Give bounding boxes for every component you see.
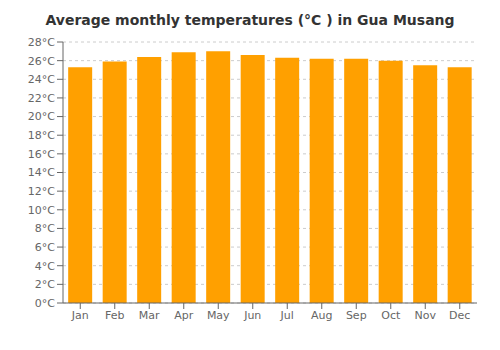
- svg-text:0°C: 0°C: [35, 297, 55, 310]
- svg-text:12°C: 12°C: [28, 185, 55, 198]
- svg-text:Apr: Apr: [174, 309, 194, 322]
- svg-text:24°C: 24°C: [28, 73, 55, 86]
- svg-text:10°C: 10°C: [28, 204, 55, 217]
- svg-text:4°C: 4°C: [35, 260, 55, 273]
- svg-text:Dec: Dec: [449, 309, 470, 322]
- svg-text:18°C: 18°C: [28, 129, 55, 142]
- svg-text:2°C: 2°C: [35, 278, 55, 291]
- svg-text:Feb: Feb: [105, 309, 124, 322]
- svg-text:22°C: 22°C: [28, 92, 55, 105]
- svg-text:Oct: Oct: [381, 309, 401, 322]
- svg-text:28°C: 28°C: [28, 36, 55, 49]
- svg-text:Jan: Jan: [71, 309, 89, 322]
- svg-text:Jul: Jul: [280, 309, 294, 322]
- svg-text:Mar: Mar: [139, 309, 160, 322]
- svg-text:6°C: 6°C: [35, 241, 55, 254]
- svg-text:Nov: Nov: [415, 309, 437, 322]
- svg-text:Sep: Sep: [346, 309, 367, 322]
- svg-text:Jun: Jun: [243, 309, 261, 322]
- svg-text:Aug: Aug: [311, 309, 332, 322]
- svg-text:May: May: [207, 309, 230, 322]
- svg-text:8°C: 8°C: [35, 222, 55, 235]
- svg-text:14°C: 14°C: [28, 166, 55, 179]
- html-text:Average monthly temperatures (: Average monthly temperatures (°C ) in Gu…: [45, 12, 455, 28]
- svg-text:20°C: 20°C: [28, 110, 55, 123]
- svg-text:16°C: 16°C: [28, 148, 55, 161]
- svg-text:26°C: 26°C: [28, 55, 55, 68]
